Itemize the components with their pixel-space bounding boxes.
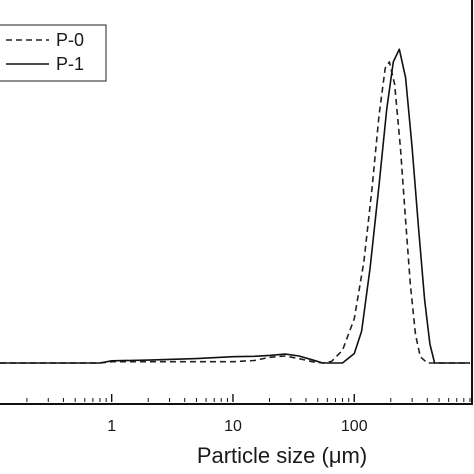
- series-line-p-0: [0, 61, 470, 364]
- legend-label-p0: P-0: [56, 30, 84, 50]
- x-tick-label: 100: [341, 418, 368, 435]
- x-axis-ticks: [26, 394, 471, 402]
- legend-box: [0, 24, 107, 82]
- legend-label-p1: P-1: [56, 54, 84, 74]
- series-lines: [0, 48, 470, 364]
- plot-frame: [0, 0, 473, 405]
- x-axis-title: Particle size (μm): [197, 443, 367, 468]
- x-axis-tick-labels: 1 10 100: [107, 418, 367, 435]
- x-tick-label: 1: [107, 418, 116, 435]
- x-tick-label: 10: [224, 418, 242, 435]
- legend: P-0 P-1: [0, 24, 107, 82]
- series-line-p-1: [0, 48, 470, 364]
